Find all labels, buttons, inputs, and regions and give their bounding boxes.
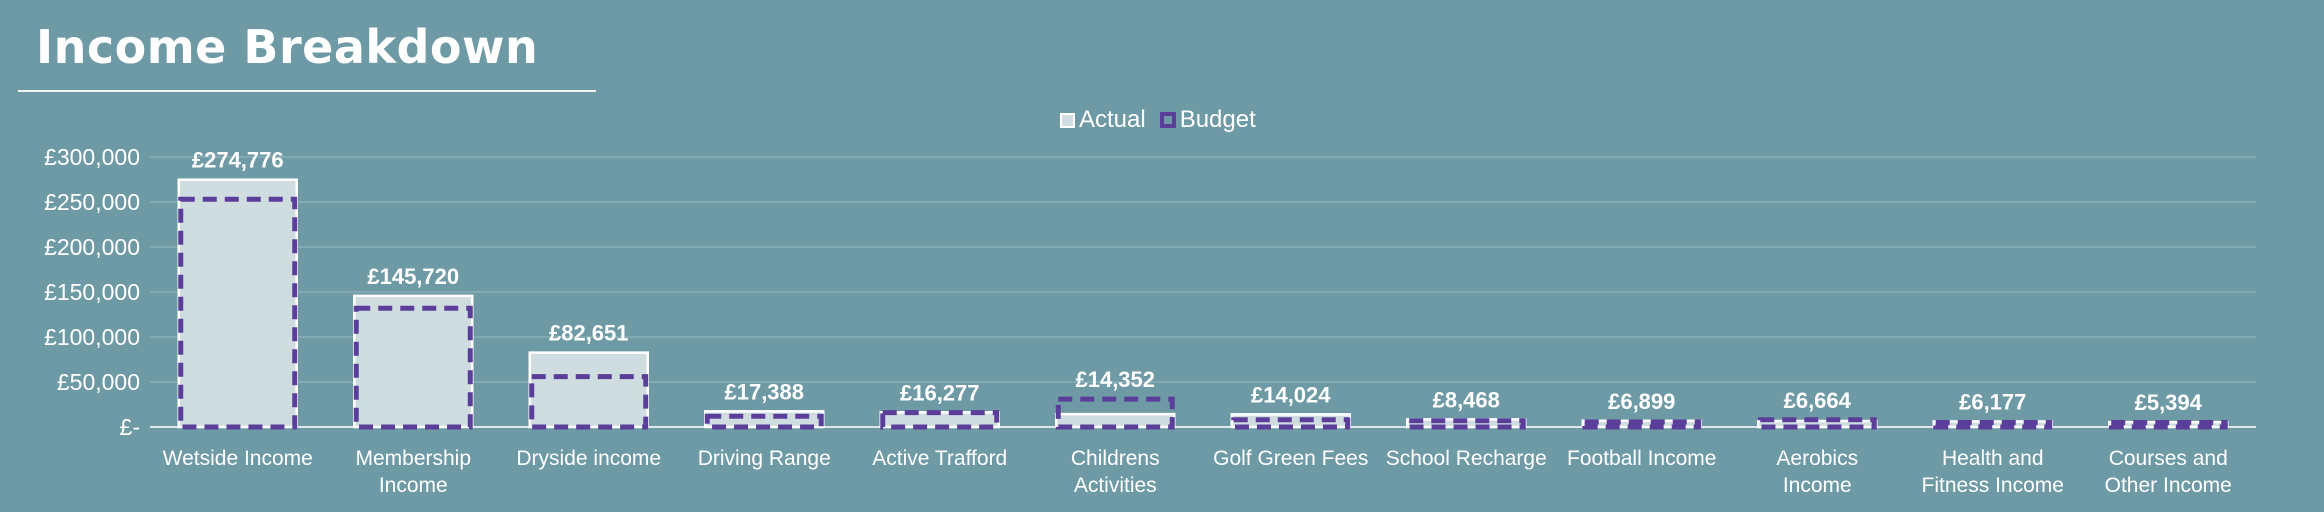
data-label: £145,720 [367,264,459,289]
data-label: £8,468 [1433,387,1500,412]
page-title: Income Breakdown [36,20,539,74]
budget-bar [1231,417,1351,430]
legend-item-budget: Budget [1159,106,1256,134]
budget-bar [704,413,824,430]
budget-bar [529,374,649,430]
legend-swatch-actual [1060,112,1075,128]
category-label: School Recharge [1386,447,1547,470]
category-label: Aerobics [1776,447,1858,470]
category-label: Football Income [1567,447,1716,470]
budget-bar [353,305,473,430]
data-label: £14,352 [1075,367,1155,392]
budget-bar [1582,419,1702,430]
budget-bar [880,410,1000,430]
data-label: £5,394 [2135,390,2203,415]
title-divider [18,90,596,92]
category-label: Golf Green Fees [1213,447,1368,470]
category-label: Fitness Income [1922,474,2064,497]
legend-label-budget: Budget [1179,106,1256,133]
y-tick-label: £100,000 [44,324,140,350]
data-label: £16,277 [900,380,980,405]
y-tick-label: £50,000 [57,369,140,395]
legend-item-actual: Actual [1060,106,1146,134]
y-tick-label: £- [120,414,140,440]
budget-bar [2108,420,2228,430]
actual-bar [528,351,649,429]
category-label: Active Trafford [872,447,1007,470]
y-tick-label: £300,000 [44,144,140,170]
category-label: Courses and [2109,447,2228,470]
data-label: £14,024 [1251,382,1331,407]
category-label: Other Income [2105,474,2232,497]
data-label: £274,776 [192,148,284,173]
budget-bar [1055,396,1175,430]
category-label: Income [1783,474,1852,497]
category-label: Health and [1942,447,2044,470]
category-label: Membership [355,447,471,470]
data-label: £6,177 [1959,389,2026,414]
budget-bar [1757,417,1877,430]
legend-label-actual: Actual [1079,106,1146,133]
data-label: £6,664 [1784,388,1852,413]
category-label: Activities [1074,474,1157,497]
category-label: Dryside income [516,447,661,470]
category-label: Driving Range [698,447,831,470]
y-tick-label: £200,000 [44,234,140,260]
data-label: £82,651 [549,321,629,346]
category-label: Income [379,474,448,497]
category-label: Wetside Income [163,447,313,470]
budget-bar [1406,418,1526,430]
actual-bar [353,294,474,429]
budget-bar [178,196,298,430]
chart-legend: Actual Budget [1060,106,1256,134]
budget-bar [1933,420,2053,430]
category-label: Childrens [1071,447,1160,470]
y-tick-label: £150,000 [44,279,140,305]
data-label: £6,899 [1608,389,1675,414]
y-tick-label: £250,000 [44,189,140,215]
data-label: £17,388 [724,379,804,404]
actual-bar [177,178,298,429]
legend-swatch-budget [1159,112,1176,128]
